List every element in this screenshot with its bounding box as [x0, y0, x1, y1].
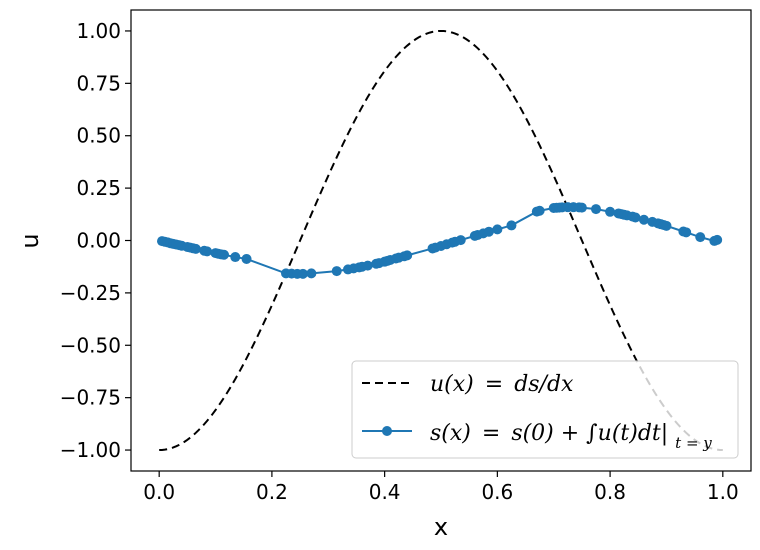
y-tick-label: −0.50 — [60, 333, 121, 357]
series-s-point — [506, 220, 517, 231]
x-tick-label: 0.6 — [481, 480, 513, 504]
series-u-dashed-line — [159, 29, 723, 452]
x-tick-label: 0.4 — [369, 480, 401, 504]
series-s-point — [190, 243, 201, 254]
series-s-point — [695, 232, 706, 243]
series-s-point — [534, 205, 545, 216]
series-s-point — [638, 214, 649, 225]
legend-box — [351, 360, 739, 459]
y-axis-label: u — [16, 233, 44, 248]
y-tick-label: −0.75 — [60, 386, 121, 410]
x-axis-label: x — [434, 513, 448, 541]
plot-area — [157, 29, 723, 452]
y-tick-label: 0.75 — [76, 71, 121, 95]
x-axis: 0.0 0.2 0.4 0.6 0.8 1.0 — [143, 471, 739, 504]
series-s-point — [455, 235, 466, 246]
series-s-point — [241, 253, 252, 264]
x-tick-label: 0.8 — [594, 480, 626, 504]
series-s-point — [202, 246, 213, 257]
axes-frame — [130, 9, 752, 472]
y-tick-label: −1.00 — [60, 438, 121, 462]
x-tick-label: 0.0 — [143, 480, 175, 504]
series-s-point — [681, 227, 692, 238]
series-s-point — [219, 249, 229, 260]
series-s-point — [306, 268, 317, 279]
series-s-point — [362, 260, 373, 271]
series-s-point — [605, 206, 616, 217]
series-s-point — [712, 234, 723, 245]
y-axis: 1.00 0.75 0.50 0.25 0.00 −0.25 −0.50 −0.75 −1.00 — [60, 19, 131, 462]
legend-marker-swatch — [382, 426, 392, 436]
series-s-point — [331, 266, 342, 277]
series-s-point — [483, 226, 494, 237]
y-tick-label: 0.50 — [76, 124, 121, 148]
series-s-point — [402, 250, 413, 261]
x-tick-label: 0.2 — [256, 480, 288, 504]
series-s-point — [630, 212, 641, 223]
series-s-point — [576, 202, 587, 213]
series-s-point — [492, 224, 503, 235]
y-tick-label: 0.25 — [76, 176, 121, 200]
series-s-point — [297, 268, 308, 279]
y-tick-label: 1.00 — [76, 19, 121, 43]
series-s-point — [230, 252, 241, 263]
y-tick-label: 0.00 — [76, 229, 121, 253]
series-s-point — [661, 220, 672, 231]
legend: u(x) = ds/dx s(x) = s(0) + ∫u(t)dt| t = … — [351, 360, 739, 459]
x-tick-label: 1.0 — [707, 480, 739, 504]
legend-entry-u: u(x) = ds/dx — [430, 372, 574, 397]
series-s-point — [591, 204, 601, 215]
y-tick-label: −0.25 — [60, 281, 121, 305]
legend-entry-s: s(x) = s(0) + ∫u(t)dt| t = y — [430, 421, 712, 452]
